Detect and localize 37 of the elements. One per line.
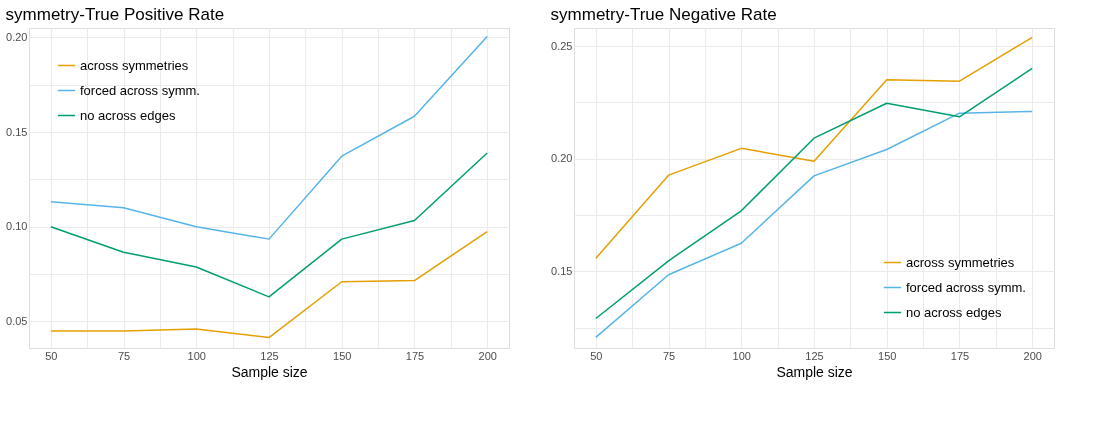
legend-label: across symmetries: [906, 254, 1015, 270]
x-axis-title: Sample size: [231, 363, 308, 380]
chart-title: symmetry-True Negative Rate: [550, 5, 777, 24]
line-series: [595, 36, 1033, 260]
x-tick-label: 50: [45, 349, 58, 362]
line-series: [595, 67, 1033, 320]
chart-title: symmetry-True Positive Rate: [5, 5, 225, 24]
legend-label: forced across symm.: [906, 279, 1026, 295]
x-tick-label: 100: [187, 349, 206, 362]
y-tick-label: 0.15: [551, 264, 573, 277]
x-tick-label: 150: [878, 349, 897, 362]
x-tick-label: 200: [478, 349, 497, 362]
y-tick-label: 0.10: [6, 220, 28, 233]
line-series: [50, 230, 488, 339]
x-tick-label: 75: [662, 349, 676, 362]
x-tick-label: 125: [805, 349, 824, 362]
x-axis-title: Sample size: [776, 363, 853, 380]
x-tick-label: 125: [260, 349, 279, 362]
x-tick-label: 200: [1023, 349, 1042, 362]
x-tick-label: 100: [732, 349, 751, 362]
legend-label: no across edges: [80, 107, 176, 123]
x-tick-label: 50: [590, 349, 603, 362]
legend-label: forced across symm.: [80, 82, 200, 98]
y-tick-label: 0.20: [6, 30, 28, 43]
x-tick-label: 75: [117, 349, 131, 362]
x-tick-label: 150: [333, 349, 352, 362]
x-tick-label: 175: [405, 349, 425, 362]
y-tick-label: 0.05: [6, 314, 28, 327]
legend-label: across symmetries: [80, 57, 189, 73]
legend-label: no across edges: [906, 304, 1002, 320]
line-series: [50, 35, 488, 240]
x-tick-label: 175: [950, 349, 970, 362]
line-series: [50, 152, 488, 298]
y-tick-label: 0.20: [551, 152, 573, 165]
y-tick-label: 0.25: [551, 39, 573, 52]
line-series: [595, 110, 1033, 339]
y-tick-label: 0.15: [6, 125, 28, 138]
